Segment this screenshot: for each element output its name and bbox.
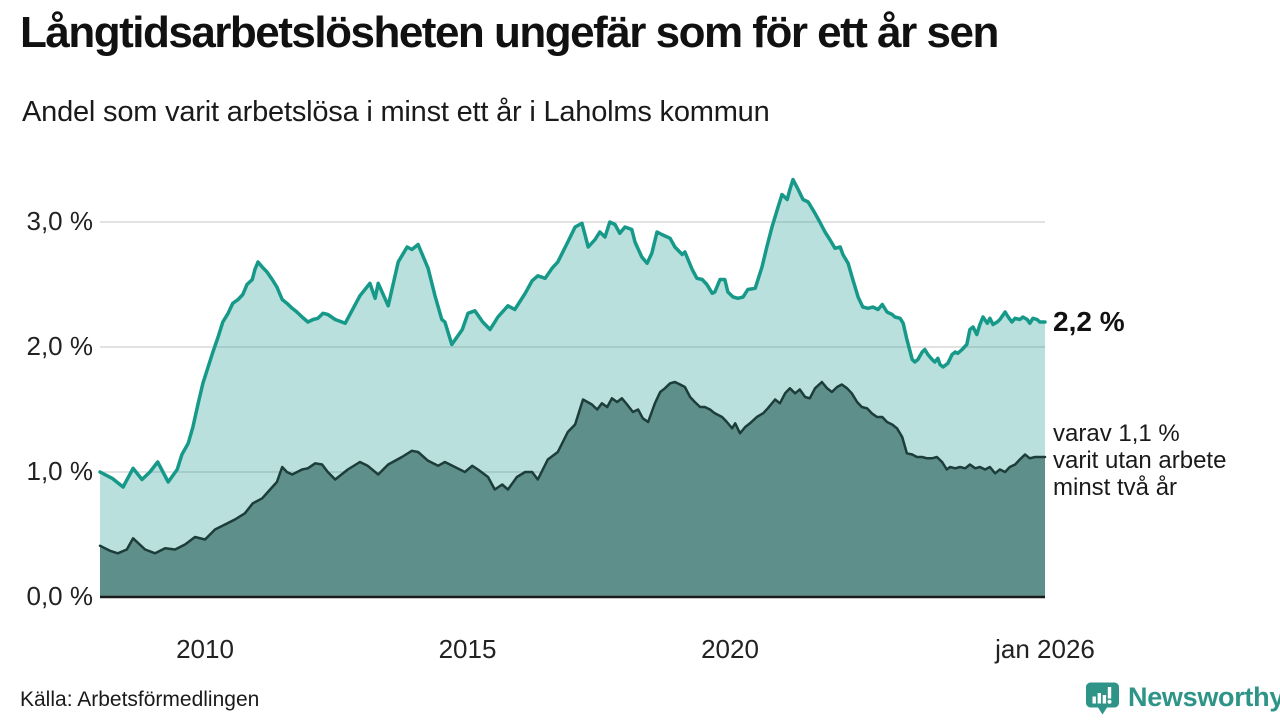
- y-axis-tick-label: 2,0 %: [26, 331, 94, 361]
- y-axis-tick-label: 3,0 %: [26, 206, 94, 236]
- x-axis-tick-label: jan 2026: [995, 634, 1095, 664]
- source-label: Källa: Arbetsförmedlingen: [20, 688, 260, 711]
- y-axis-tick-label: 1,0 %: [26, 456, 94, 486]
- x-axis-tick-label: 2010: [176, 634, 234, 664]
- chart-subtitle: Andel som varit arbetslösa i minst ett å…: [22, 96, 770, 128]
- newsworthy-logo: Newsworthy: [1084, 679, 1280, 719]
- x-axis-tick-label: 2020: [701, 634, 759, 664]
- secondary-annotation-line: varav 1,1 %: [1053, 420, 1180, 447]
- secondary-annotation-line: varit utan arbete: [1053, 447, 1227, 474]
- secondary-annotation-line: minst två år: [1053, 474, 1178, 501]
- y-axis-tick-label: 0,0 %: [26, 581, 94, 611]
- secondary-annotation: varav 1,1 % varit utan arbete minst två …: [1053, 420, 1226, 501]
- latest-value-label: 2,2 %: [1053, 306, 1125, 337]
- newsworthy-wordmark: Newsworthy: [1128, 681, 1280, 712]
- newsworthy-icon: [1086, 682, 1119, 715]
- x-axis-tick-label: 2015: [438, 634, 497, 664]
- page-title: Långtidsarbetslösheten ungefär som för e…: [20, 8, 999, 57]
